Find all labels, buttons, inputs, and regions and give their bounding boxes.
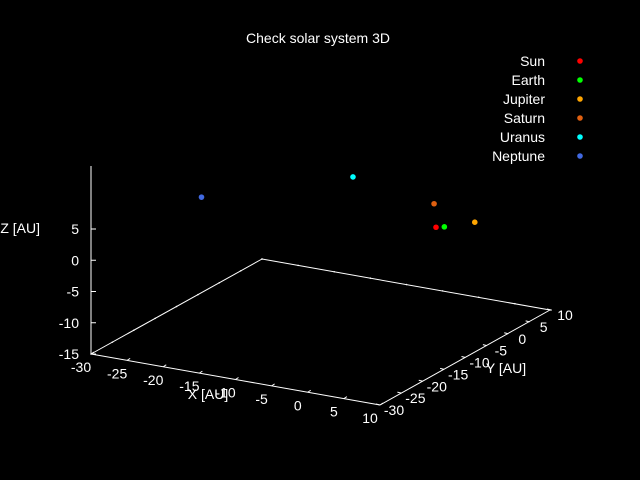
x-tick-label: -30 — [71, 359, 91, 375]
y-axis-label: Y [AU] — [486, 360, 526, 376]
y-tick-label: -5 — [495, 343, 508, 359]
back-y-tick-dot — [111, 341, 114, 343]
x-tick-mark — [126, 357, 131, 361]
y-tick-label: -20 — [427, 378, 447, 394]
data-points — [198, 174, 478, 231]
legend-label-saturn: Saturn — [504, 110, 545, 126]
x-axis-ticks: -30 -25 -20 -15 -10 -5 0 5 10 — [71, 258, 552, 426]
x-tick-mark — [379, 402, 384, 406]
back-x-tick-dot — [441, 290, 444, 292]
chart-title: Check solar system 3D — [246, 30, 390, 46]
legend-marker-sun — [577, 58, 583, 64]
y-tick-label: 10 — [557, 307, 573, 323]
x-tick-mark — [235, 377, 239, 380]
legend-label-sun: Sun — [520, 53, 545, 69]
x-tick-label: 5 — [330, 404, 338, 420]
legend-label-uranus: Uranus — [500, 129, 545, 145]
back-x-tick-dot — [514, 302, 516, 305]
back-y-tick-dot — [261, 258, 263, 260]
z-tick-label: 0 — [71, 252, 79, 268]
y-tick-mark — [375, 403, 381, 406]
x-tick-mark — [307, 389, 312, 393]
x-tick-mark — [199, 370, 203, 374]
point-uranus — [350, 174, 356, 180]
y-tick-label: 5 — [540, 319, 548, 335]
x-axis-label: X [AU] — [188, 386, 228, 402]
back-x-tick-dot — [333, 270, 336, 273]
y-tick-mark — [525, 320, 530, 323]
y-tick-mark — [482, 344, 487, 347]
z-tick-label: -10 — [59, 315, 79, 331]
legend-marker-uranus — [577, 134, 583, 140]
y-tick-mark — [504, 332, 509, 335]
legend-marker-earth — [577, 77, 583, 83]
legend-marker-jupiter — [577, 96, 583, 102]
y-tick-label: -15 — [448, 366, 468, 382]
y-tick-label: 0 — [518, 331, 526, 347]
y-tick-label: -25 — [405, 390, 425, 406]
back-x-tick-dot — [477, 296, 480, 299]
back-y-tick-dot — [218, 281, 221, 284]
legend-label-earth: Earth — [512, 72, 545, 88]
back-x-tick-dot — [405, 283, 408, 286]
x-tick-label: -25 — [107, 365, 127, 381]
z-axis-ticks: -15 -10 -5 0 5 — [59, 221, 96, 362]
legend-marker-neptune — [577, 153, 583, 159]
point-neptune — [198, 194, 205, 200]
back-y-tick-dot — [175, 305, 178, 308]
z-tick-label: 5 — [71, 221, 79, 237]
y-tick-mark — [461, 356, 466, 358]
y-tick-label: -10 — [469, 355, 489, 371]
x-tick-mark — [343, 396, 348, 400]
point-saturn — [431, 200, 437, 207]
back-y-tick-dot — [197, 293, 199, 296]
legend: Sun Earth Jupiter Saturn Uranus Neptune — [492, 53, 583, 164]
legend-marker-saturn — [577, 115, 583, 121]
z-tick-label: -15 — [59, 346, 79, 362]
x-tick-label: -20 — [143, 372, 163, 388]
back-y-tick-dot — [132, 329, 135, 332]
x-tick-mark — [162, 364, 167, 368]
y-tick-mark — [418, 379, 423, 382]
point-jupiter — [471, 219, 478, 225]
legend-label-neptune: Neptune — [492, 148, 545, 164]
x-tick-label: -10 — [215, 385, 235, 401]
point-earth — [441, 224, 448, 230]
legend-label-jupiter: Jupiter — [503, 91, 545, 107]
point-sun — [433, 224, 439, 231]
back-x-tick-dot — [369, 277, 372, 279]
y-tick-label: -30 — [384, 402, 404, 418]
z-axis-label: Z [AU] — [0, 220, 40, 236]
x-tick-label: -5 — [255, 391, 268, 407]
y-tick-mark — [397, 391, 402, 394]
z-tick-label: -5 — [67, 284, 80, 300]
x-tick-mark — [271, 383, 275, 387]
x-tick-label: 10 — [362, 410, 378, 426]
y-tick-mark — [546, 308, 552, 311]
y-tick-mark — [440, 367, 445, 370]
x-tick-label: 0 — [294, 397, 302, 413]
x-tick-label: -15 — [179, 378, 199, 394]
back-y-tick-dot — [239, 270, 242, 272]
back-x-tick-dot — [297, 264, 299, 267]
back-y-tick-dot — [154, 317, 156, 320]
